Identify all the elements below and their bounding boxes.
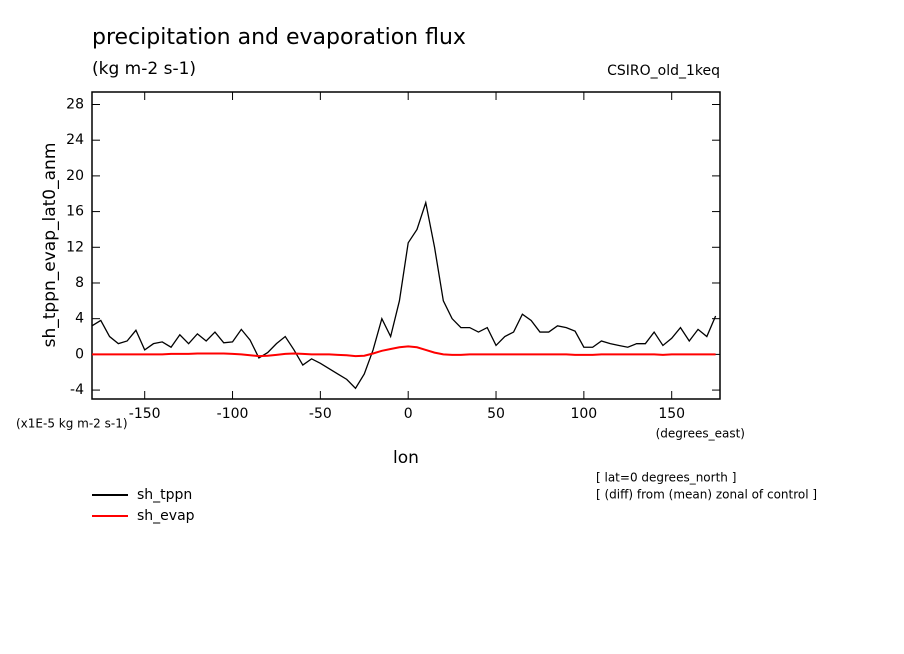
x-tick-label: -100	[217, 406, 249, 422]
x-tick-label: 50	[487, 406, 505, 422]
y-tick-label: 24	[66, 132, 84, 148]
x-tick-label: -150	[129, 406, 161, 422]
y-tick-label: 12	[66, 239, 84, 255]
y-tick-label: 16	[66, 204, 84, 220]
y-tick-label: 0	[75, 346, 84, 362]
legend-label: sh_evap	[137, 508, 195, 524]
y-tick-label: 4	[75, 311, 84, 327]
chart-subtitle: (kg m-2 s-1)	[92, 59, 196, 79]
y-tick-label: 8	[75, 275, 84, 291]
x-units: (degrees_east)	[656, 427, 745, 441]
y-axis-label: sh_tppn_evap_lat0_anm	[40, 143, 60, 348]
note: [ (diff) from (mean) zonal of control ]	[596, 488, 817, 502]
x-tick-label: 150	[658, 406, 685, 422]
y-tick-label: 28	[66, 96, 84, 112]
series-line	[92, 345, 716, 358]
dataset-label: CSIRO_old_1keq	[607, 63, 720, 79]
x-axis-label: lon	[393, 448, 419, 468]
chart-title: precipitation and evaporation flux	[92, 25, 466, 50]
y-units: (x1E-5 kg m-2 s-1)	[16, 417, 128, 431]
note: [ lat=0 degrees_north ]	[596, 471, 736, 485]
series-line	[91, 200, 717, 390]
y-tick-label: 20	[66, 168, 84, 184]
plot-frame	[91, 91, 721, 400]
legend-label: sh_tppn	[137, 487, 192, 503]
y-tick-label: -4	[70, 382, 84, 398]
x-tick-label: -50	[309, 406, 332, 422]
x-tick-label: 100	[570, 406, 597, 422]
x-tick-label: 0	[404, 406, 413, 422]
